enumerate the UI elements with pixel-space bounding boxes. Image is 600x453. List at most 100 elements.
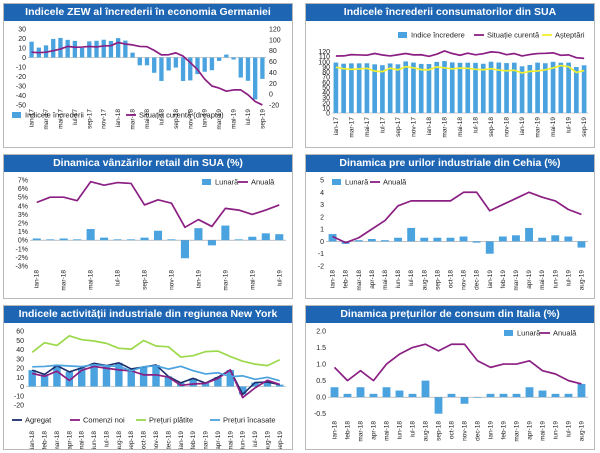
x-tick-label: mai-18 xyxy=(144,109,151,129)
bar xyxy=(94,40,99,58)
y-tick-label: 20 xyxy=(18,36,26,43)
bar xyxy=(426,64,432,113)
bar xyxy=(275,234,284,241)
y-tick-label: 110 xyxy=(319,54,330,61)
series-line xyxy=(31,334,281,367)
x-tick-label: sep-17 xyxy=(86,109,93,129)
y-tick-label: -20 xyxy=(14,403,24,410)
bar xyxy=(224,54,229,58)
y-tick-label: 50 xyxy=(322,85,330,92)
y-tick-label: 2% xyxy=(18,221,28,228)
bar xyxy=(473,397,482,398)
x-tick-label: mai-18 xyxy=(384,421,391,441)
y-tick-label: 1.0 xyxy=(316,362,326,369)
bar xyxy=(102,365,111,387)
x-tick-label: mai-18 xyxy=(457,117,464,137)
bar xyxy=(364,63,370,113)
y-right-tick-label: 40 xyxy=(269,70,277,77)
legend-swatch-indice xyxy=(12,112,21,118)
x-tick-label: sep-19 xyxy=(259,109,266,129)
bar xyxy=(394,237,402,242)
bar xyxy=(72,40,78,58)
x-tick-label: mar-18 xyxy=(356,270,363,291)
bar xyxy=(535,62,540,113)
bar xyxy=(566,62,571,113)
bar xyxy=(433,237,442,242)
x-tick-label: dec-18 xyxy=(165,431,172,449)
bar xyxy=(231,57,236,60)
x-tick-label: iun-18 xyxy=(397,421,404,439)
x-tick-label: mai-17 xyxy=(57,109,64,129)
bar xyxy=(51,38,56,58)
bar xyxy=(499,393,508,398)
chart-title: Dinamica pre urilor industriale din Cehi… xyxy=(306,155,594,172)
bar xyxy=(380,65,385,113)
y-tick-label: -50 xyxy=(16,103,26,110)
x-tick-label: iul-18 xyxy=(408,270,415,286)
y-tick-label: -20 xyxy=(16,74,26,81)
series-line xyxy=(36,180,280,229)
x-tick-label: ian-19 xyxy=(487,270,494,288)
bar xyxy=(101,39,106,58)
zew-chart-panel: Indicele ZEW al încrederii în economia G… xyxy=(3,3,293,148)
bar xyxy=(221,225,230,241)
chart-title: Indicele ZEW al încrederii în economia G… xyxy=(4,4,292,21)
bar xyxy=(472,241,481,243)
y-tick-label: 0.0 xyxy=(316,395,326,402)
bar xyxy=(87,41,92,58)
legend-swatch-lunara xyxy=(202,179,211,185)
bar xyxy=(333,62,339,113)
bar xyxy=(123,40,128,58)
bar xyxy=(216,57,222,61)
bar xyxy=(407,227,416,242)
bar xyxy=(238,57,243,78)
y-tick-label: 80 xyxy=(322,70,330,77)
x-tick-label: mar-18 xyxy=(130,109,137,130)
x-tick-label: mar-18 xyxy=(358,421,365,442)
x-tick-label: mar-19 xyxy=(513,270,520,291)
bar xyxy=(460,397,469,404)
bar xyxy=(498,236,507,242)
x-tick-label: iul-19 xyxy=(276,270,283,286)
legend-label-comenzi: Comenzi noi xyxy=(83,416,125,425)
x-tick-label: nov-18 xyxy=(187,109,194,129)
y-tick-label: -2 xyxy=(318,264,324,271)
bar xyxy=(261,233,270,241)
cz-industrial-chart: 5 4 3 2 1 0 -1 -2 ian-18 feb-18 mar-18 apr-18 mai-18… xyxy=(318,178,588,291)
bar xyxy=(139,366,148,387)
bar xyxy=(32,238,41,241)
x-tick-label: iun-19 xyxy=(553,421,560,439)
bar xyxy=(28,370,36,387)
x-tick-label: feb-18 xyxy=(343,270,350,289)
x-tick-label: mar-18 xyxy=(54,431,61,449)
bar xyxy=(551,393,560,398)
cz-industrial-chart-panel: Dinamica pre urilor industriale din Cehi… xyxy=(305,154,595,299)
bar xyxy=(59,238,68,241)
x-tick-label: sep-18 xyxy=(488,117,495,137)
bar xyxy=(127,368,135,387)
y-tick-label: -10 xyxy=(14,393,24,400)
bar xyxy=(194,228,203,241)
y-right-tick-label: 60 xyxy=(269,59,277,66)
y-tick-label: 120 xyxy=(318,49,330,56)
x-tick-label: mai-17 xyxy=(364,117,371,137)
legend-label-lunara: Lunară xyxy=(517,329,541,338)
x-tick-label: ian-19 xyxy=(202,109,209,127)
y-tick-label: 30 xyxy=(18,27,26,34)
bar xyxy=(356,387,365,398)
usa-confidence-chart-panel: Indicele încrederii consumatorilor din S… xyxy=(305,3,595,148)
bar xyxy=(234,239,243,241)
y-tick-label: 5% xyxy=(18,195,28,202)
x-tick-label: apr-19 xyxy=(526,270,533,289)
series-line xyxy=(332,191,582,244)
bar xyxy=(207,240,216,246)
y-right-tick-label: 120 xyxy=(269,27,281,34)
y-tick-label: 3% xyxy=(18,212,28,219)
bar xyxy=(387,63,393,113)
y-right-tick-label: 20 xyxy=(269,81,277,88)
bar xyxy=(473,62,478,113)
bar xyxy=(486,393,495,398)
bar xyxy=(525,387,534,398)
x-tick-label: aug-18 xyxy=(116,431,123,449)
y-tick-label: 30 xyxy=(16,356,24,363)
